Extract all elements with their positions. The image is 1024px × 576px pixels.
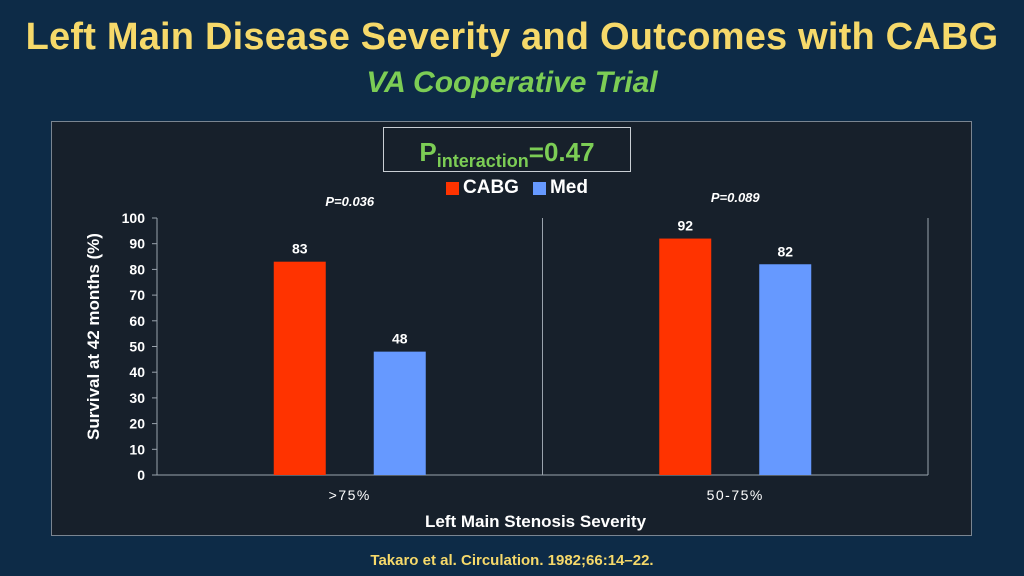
p-interaction-box: Pinteraction=0.47 xyxy=(383,127,631,172)
data-label: 48 xyxy=(392,331,408,347)
legend-item-cabg: CABG xyxy=(446,177,519,199)
y-tick-label: 100 xyxy=(122,210,146,226)
x-category-label: >75% xyxy=(329,487,371,503)
y-tick-label: 70 xyxy=(129,287,145,303)
p-interaction-prefix: P xyxy=(419,137,437,167)
x-axis-title: Left Main Stenosis Severity xyxy=(425,512,647,531)
legend-label-med: Med xyxy=(549,177,588,198)
p-interaction-subscript: interaction xyxy=(436,151,529,171)
y-tick-label: 10 xyxy=(129,441,145,457)
bar-med xyxy=(759,264,812,475)
citation: Takaro et al. Circulation. 1982;66:14–22… xyxy=(370,552,654,569)
p-interaction-value: =0.47 xyxy=(528,137,595,167)
y-tick-label: 0 xyxy=(137,467,145,483)
y-tick-label: 40 xyxy=(129,364,145,380)
bar-cabg xyxy=(273,261,326,475)
bar-cabg xyxy=(659,238,712,475)
category-p-value: P=0.089 xyxy=(711,190,761,205)
y-tick-label: 80 xyxy=(129,261,145,277)
bar-med xyxy=(373,351,426,475)
chart-panel xyxy=(51,121,972,536)
y-tick-label: 30 xyxy=(129,390,145,406)
x-category-label: 50-75% xyxy=(707,487,764,503)
legend-label-cabg: CABG xyxy=(463,177,519,198)
page-title: Left Main Disease Severity and Outcomes … xyxy=(25,16,999,58)
page-subtitle: VA Cooperative Trial xyxy=(366,66,658,99)
legend-swatch-cabg xyxy=(446,181,459,195)
y-tick-label: 60 xyxy=(129,313,145,329)
category-p-value: P=0.036 xyxy=(325,194,375,209)
data-label: 92 xyxy=(677,218,693,234)
y-tick-label: 90 xyxy=(129,236,145,252)
legend-swatch-med xyxy=(532,181,546,195)
y-axis-title: Survival at 42 months (%) xyxy=(84,233,103,440)
chart-legend: CABG Med xyxy=(446,177,602,199)
data-label: 82 xyxy=(777,243,793,259)
y-tick-label: 20 xyxy=(129,416,145,432)
data-label: 83 xyxy=(292,241,308,257)
legend-item-med: Med xyxy=(532,177,588,199)
y-tick-label: 50 xyxy=(129,339,145,355)
